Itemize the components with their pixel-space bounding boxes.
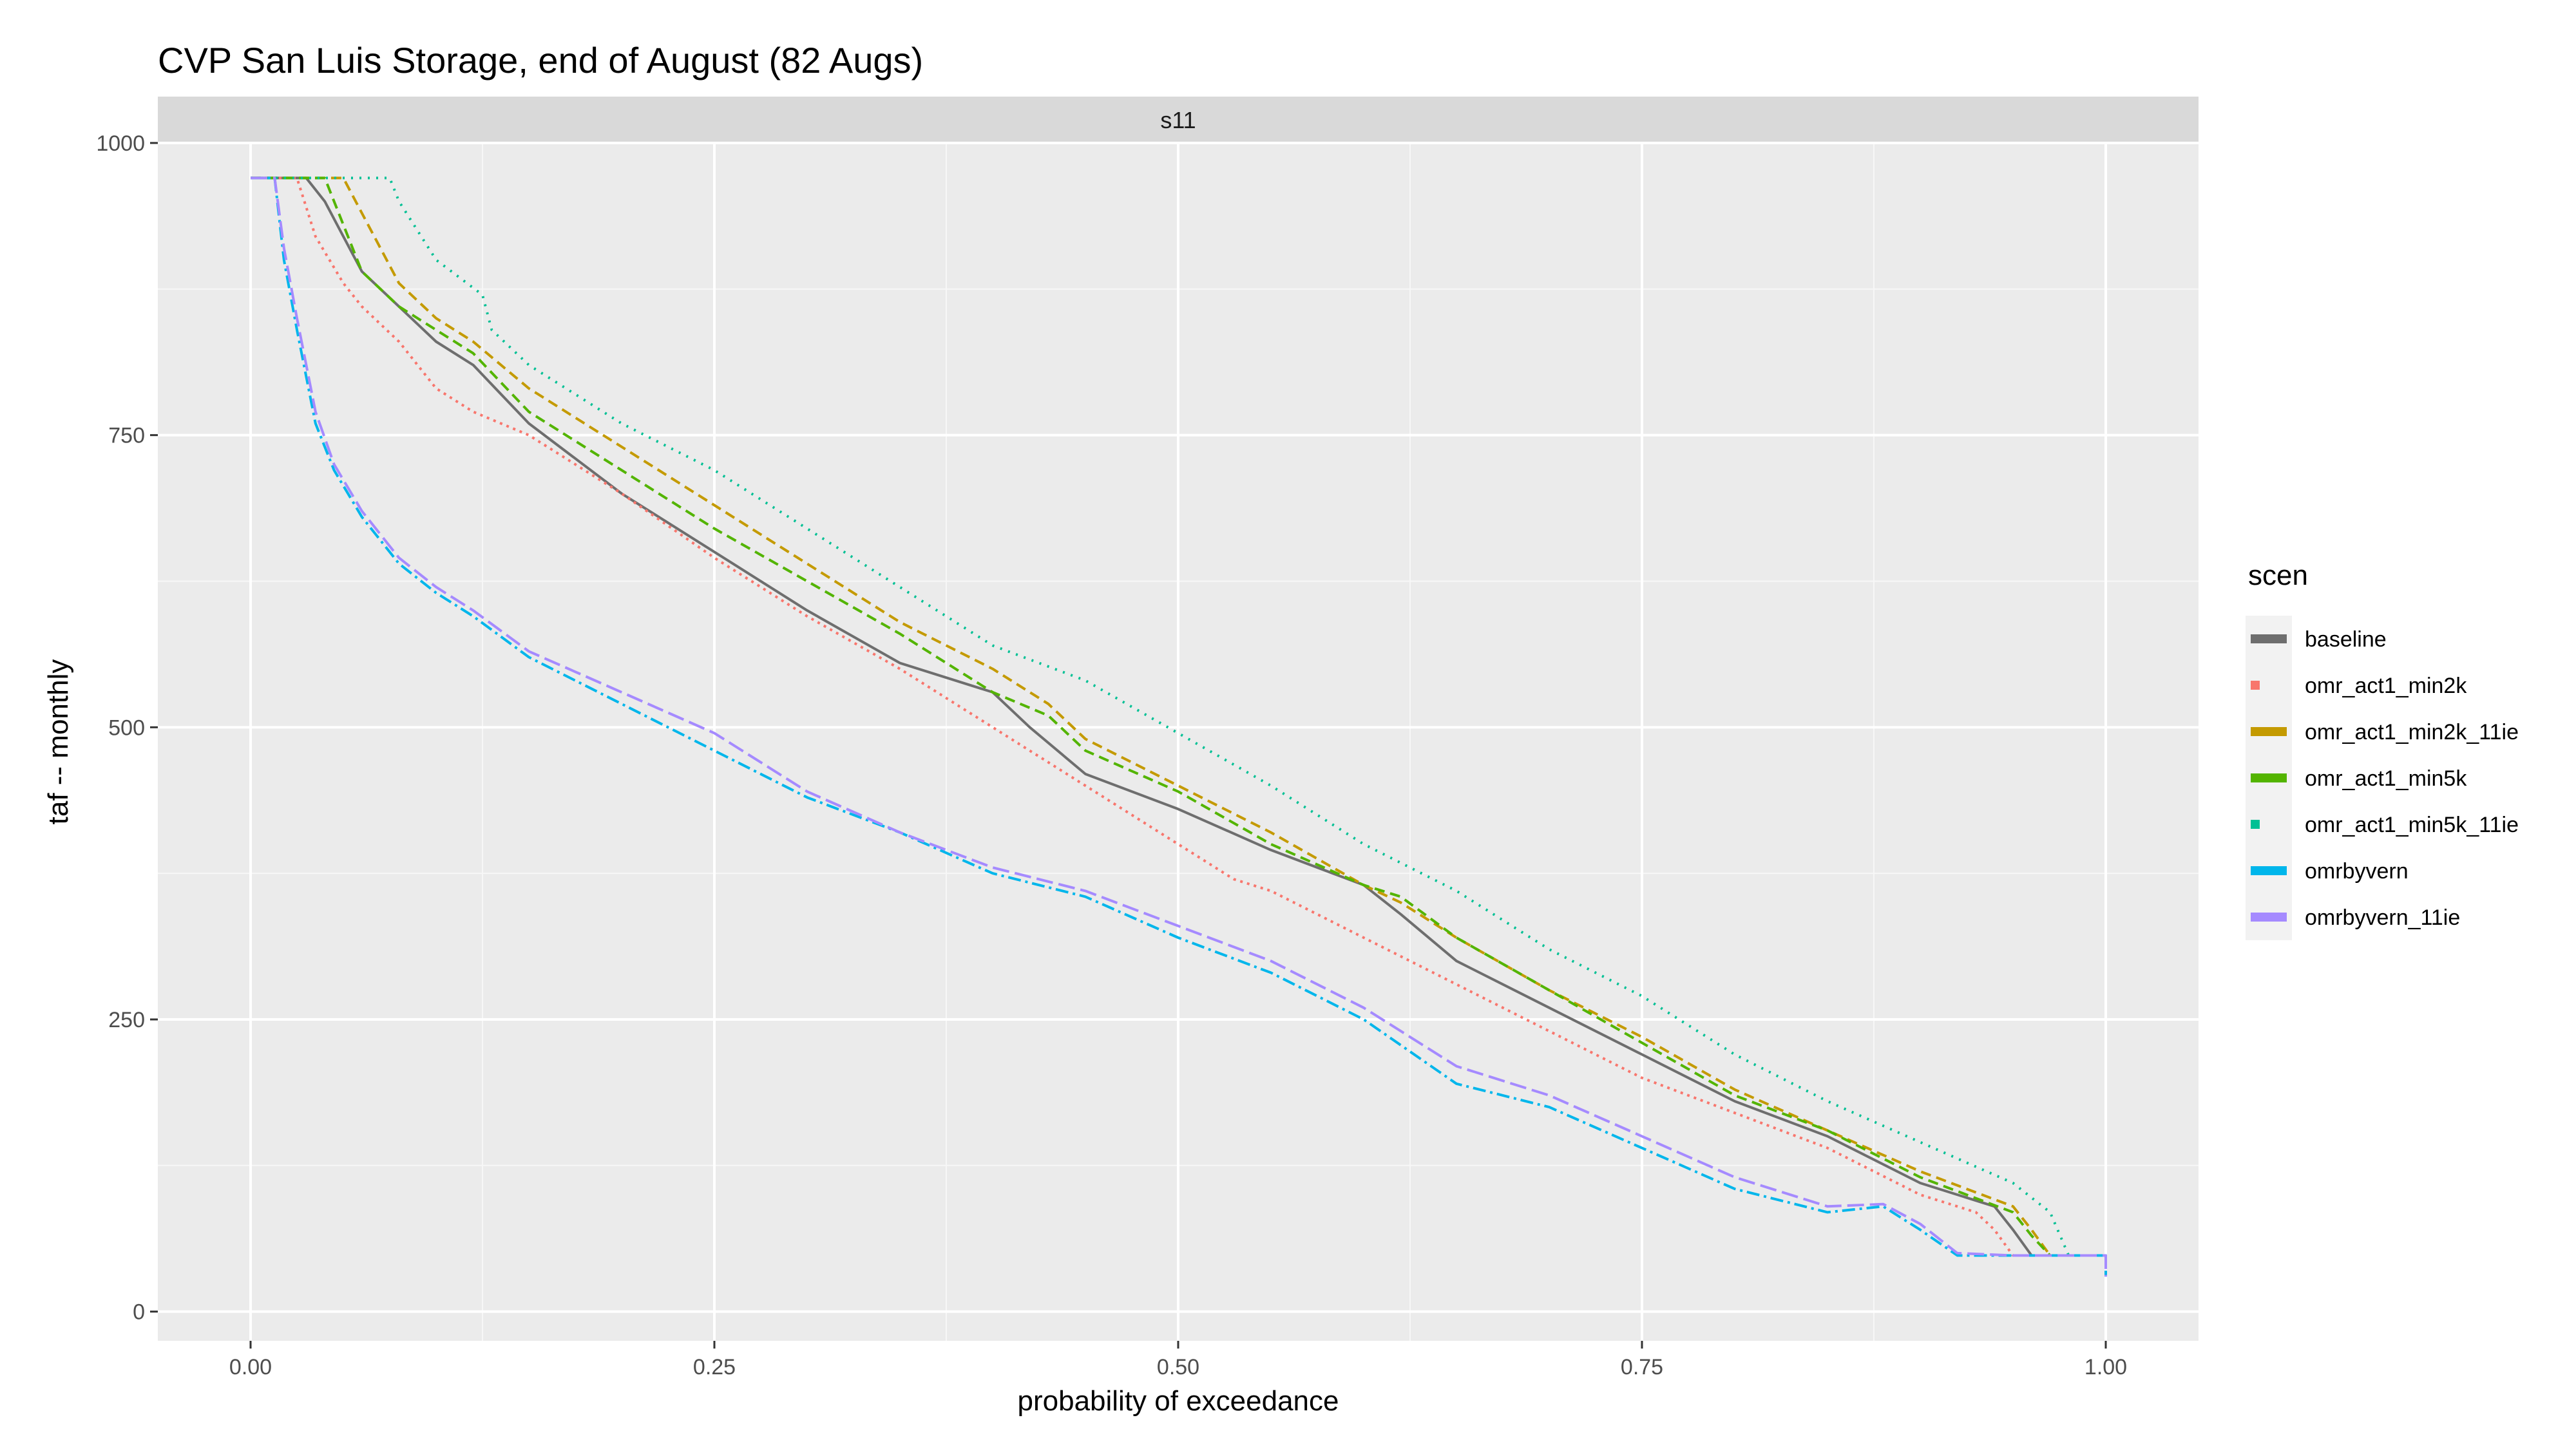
legend-label-omr_act1_min2k: omr_act1_min2k <box>2305 674 2467 698</box>
legend-label-baseline: baseline <box>2305 627 2387 652</box>
x-axis-title: probability of exceedance <box>1018 1385 1339 1417</box>
legend-label-omr_act1_min5k: omr_act1_min5k <box>2305 766 2467 791</box>
legend-label-omr_act1_min5k_11ie: omr_act1_min5k_11ie <box>2305 813 2519 837</box>
legend-title: scen <box>2248 560 2308 591</box>
x-tick-label-4: 1.00 <box>2085 1355 2127 1379</box>
x-tick-label-1: 0.25 <box>693 1355 736 1379</box>
y-tick-label-1: 250 <box>108 1008 145 1032</box>
y-tick-label-2: 500 <box>108 715 145 740</box>
x-tick-label-3: 0.75 <box>1621 1355 1663 1379</box>
y-axis-title: taf -- monthly <box>43 659 74 825</box>
y-tick-label-4: 1000 <box>96 131 145 156</box>
facet-strip-label: s11 <box>1160 107 1196 133</box>
facet-strip <box>158 97 2199 143</box>
legend-label-omrbyvern_11ie: omrbyvern_11ie <box>2305 905 2460 930</box>
major-gridlines <box>158 142 2199 1341</box>
series-line-omr_act1_min2k <box>251 176 2106 1257</box>
x-tick-label-0: 0.00 <box>229 1355 272 1379</box>
x-tick-label-2: 0.50 <box>1157 1355 1199 1379</box>
y-tick-label-3: 750 <box>108 424 145 448</box>
x-axis: 0.00 0.25 0.50 0.75 1.00 <box>229 1341 2127 1379</box>
legend-label-omr_act1_min2k_11ie: omr_act1_min2k_11ie <box>2305 720 2519 744</box>
chart-title: CVP San Luis Storage, end of August (82 … <box>158 40 923 80</box>
series-line-omrbyvern <box>251 176 2107 1277</box>
legend: scen baseline omr_act1_min2k omr_act1_min2… <box>2246 560 2519 940</box>
legend-label-omrbyvern: omrbyvern <box>2305 859 2409 884</box>
y-tick-label-0: 0 <box>133 1300 145 1325</box>
y-axis: 0 250 500 750 1000 <box>96 131 158 1325</box>
series-line-omrbyvern_11ie <box>251 176 2107 1277</box>
series-lines <box>251 176 2107 1277</box>
series-line-omr_act1_min5k <box>251 176 2106 1257</box>
